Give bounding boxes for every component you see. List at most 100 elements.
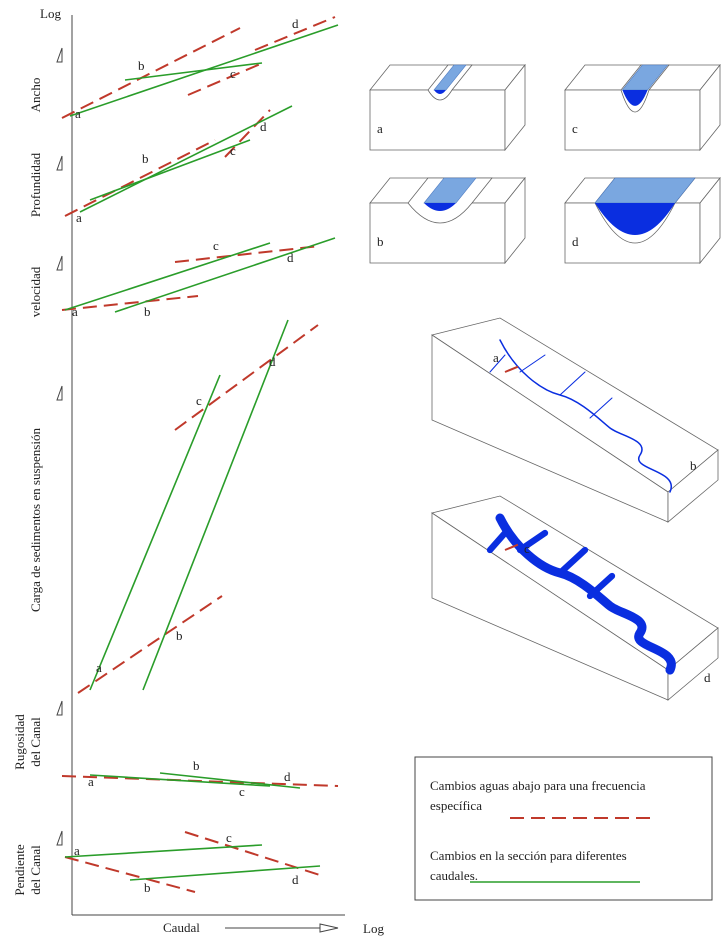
panel-label: Carga de sedimentos en suspensión: [28, 428, 43, 612]
panel-label: Rugosidad: [12, 714, 27, 770]
block-side: [504, 63, 526, 152]
downstream-line: [64, 139, 216, 217]
block-side: [699, 63, 721, 152]
x-arrow: [225, 923, 339, 933]
map-point-label: c: [524, 541, 530, 556]
point-label: a: [75, 106, 81, 121]
river: [495, 513, 676, 675]
legend-text: específica: [430, 798, 482, 813]
downstream-line: [174, 324, 319, 431]
flag: [56, 255, 63, 271]
tributary: [589, 397, 613, 419]
flag: [56, 385, 63, 401]
section-line: [89, 139, 251, 201]
point-label: c: [239, 784, 245, 799]
flag: [56, 155, 63, 171]
downstream-line: [174, 245, 321, 263]
tributary: [559, 371, 586, 396]
point-label: d: [292, 16, 299, 31]
section-line: [89, 774, 271, 787]
x-scale-label: Log: [363, 921, 384, 936]
point-label: b: [144, 304, 151, 319]
panel-label: Pendiente: [12, 844, 27, 895]
section-label: b: [377, 234, 384, 249]
point-label: d: [269, 354, 276, 369]
section-line: [124, 62, 263, 81]
point-label: a: [74, 843, 80, 858]
panel-label: Ancho: [28, 78, 43, 113]
block-side: [699, 176, 721, 265]
panel-label: del Canal: [28, 845, 43, 895]
point-label: b: [144, 880, 151, 895]
panel-label: del Canal: [28, 717, 43, 767]
point-label: c: [230, 143, 236, 158]
section-line: [129, 865, 321, 881]
point-label: a: [96, 660, 102, 675]
legend-text: caudales.: [430, 868, 478, 883]
legend-text: Cambios en la sección para diferentes: [430, 848, 627, 863]
section-line: [64, 844, 263, 858]
map-point-label: d: [704, 670, 711, 685]
point-label: c: [230, 66, 236, 81]
tributary: [586, 572, 616, 600]
point-label: c: [213, 238, 219, 253]
downstream-line: [61, 27, 241, 119]
point-label: d: [260, 119, 267, 134]
section-label: d: [572, 234, 579, 249]
map-point-label: a: [493, 350, 499, 365]
point-label: b: [193, 758, 200, 773]
section-mark: [504, 364, 523, 373]
water: [622, 90, 648, 106]
tributary: [519, 354, 546, 373]
point-label: a: [76, 210, 82, 225]
water: [434, 90, 446, 94]
downstream-line: [77, 595, 223, 694]
point-label: d: [284, 769, 291, 784]
flag: [56, 700, 63, 716]
block-side: [504, 176, 526, 265]
point-label: a: [72, 304, 78, 319]
point-label: d: [287, 250, 294, 265]
downstream-line: [224, 109, 271, 158]
point-label: a: [88, 774, 94, 789]
section-line: [89, 374, 221, 691]
legend-box: [414, 756, 713, 901]
section-label: c: [572, 121, 578, 136]
tributary: [489, 354, 506, 373]
point-label: d: [292, 872, 299, 887]
slab-end: [667, 449, 719, 523]
downstream-line: [254, 16, 336, 51]
tributary: [486, 529, 509, 554]
section-line: [114, 237, 336, 313]
point-label: b: [142, 151, 149, 166]
downstream-line: [64, 856, 196, 893]
section-line: [159, 772, 301, 789]
y-axis-label: Log: [40, 6, 61, 21]
point-label: c: [226, 830, 232, 845]
map-point-label: b: [690, 458, 697, 473]
section-line: [142, 319, 289, 691]
panel-label: velocidad: [28, 266, 43, 317]
downstream-line: [184, 831, 324, 877]
water: [595, 203, 675, 235]
panel-label: Profundidad: [28, 152, 43, 217]
x-axis-label: Caudal: [163, 920, 200, 935]
downstream-line: [61, 295, 199, 311]
section-line: [64, 242, 271, 311]
tributary: [556, 546, 589, 577]
section-line: [79, 105, 293, 213]
point-label: b: [176, 628, 183, 643]
downstream-line: [187, 61, 266, 96]
flag: [56, 47, 63, 63]
section-label: a: [377, 121, 383, 136]
point-label: b: [138, 58, 145, 73]
point-label: c: [196, 393, 202, 408]
legend-text: Cambios aguas abajo para una frecuencia: [430, 778, 646, 793]
water: [424, 203, 456, 211]
slab-end: [667, 627, 719, 701]
tributary: [516, 529, 549, 554]
river: [499, 339, 673, 493]
flag: [56, 830, 63, 846]
section-mark: [504, 542, 523, 551]
